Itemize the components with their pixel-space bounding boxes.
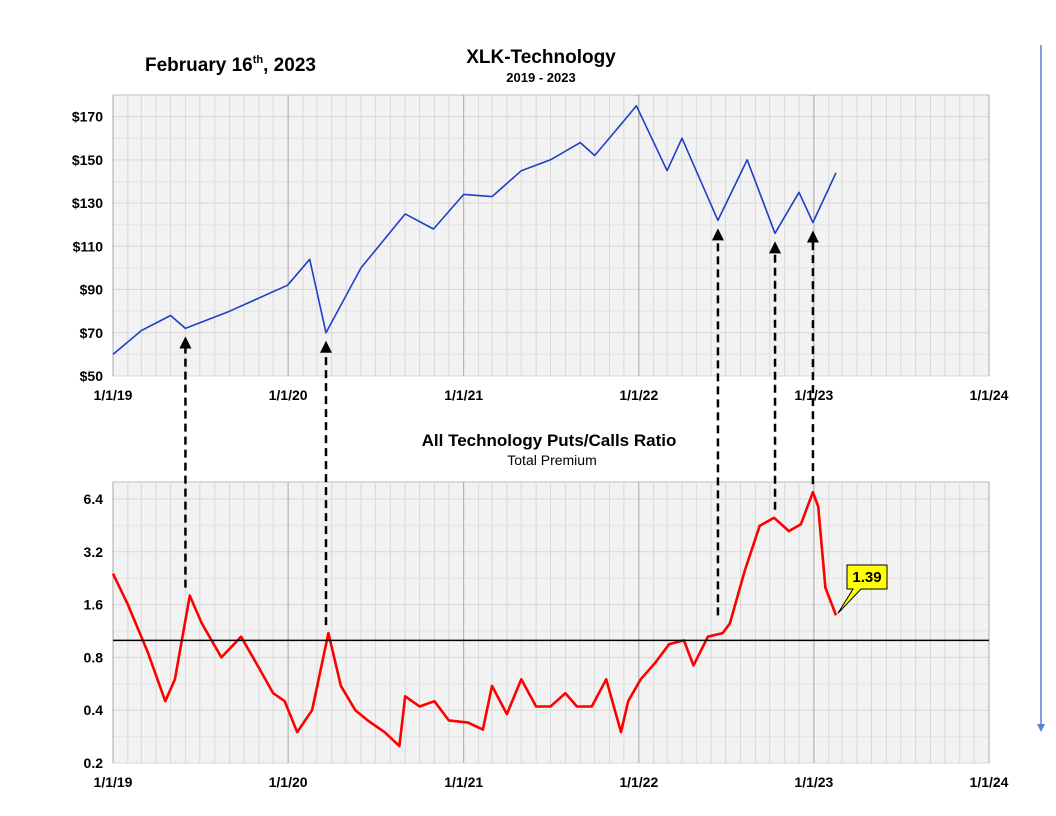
x-tick-label: 1/1/24 xyxy=(970,774,1009,790)
y-tick-label: $130 xyxy=(72,195,103,211)
x-tick-label: 1/1/21 xyxy=(444,774,483,790)
ratio-plot: 0.2 0.4 0.8 1.6 3.2 6.4 1/1/19 1/1/20 1/1/21 1/1/… xyxy=(84,481,1009,790)
y-tick-label: 3.2 xyxy=(84,544,104,560)
y-tick-label: 0.4 xyxy=(84,702,104,718)
connector-arrows xyxy=(179,228,819,626)
ratio-line xyxy=(111,490,838,748)
y-tick-label: 0.8 xyxy=(84,649,104,665)
y-tick-label: 0.2 xyxy=(84,755,104,771)
value-callout: 1.39 xyxy=(837,564,888,614)
ratio-subtitle: Total Premium xyxy=(507,452,596,468)
x-tick-label: 1/1/22 xyxy=(619,387,658,403)
x-tick-label: 1/1/19 xyxy=(94,774,133,790)
x-tick-label: 1/1/24 xyxy=(970,387,1009,403)
ratio-title: All Technology Puts/Calls Ratio xyxy=(422,431,677,450)
y-tick-label: $70 xyxy=(80,325,104,341)
y-tick-label: 1.6 xyxy=(84,597,104,613)
x-tick-label: 1/1/20 xyxy=(269,774,308,790)
x-tick-label: 1/1/19 xyxy=(94,387,133,403)
y-tick-label: $150 xyxy=(72,152,103,168)
chart-subtitle: 2019 - 2023 xyxy=(506,70,575,85)
y-tick-label: $170 xyxy=(72,109,103,125)
y-tick-label: 6.4 xyxy=(84,491,104,507)
x-tick-label: 1/1/21 xyxy=(444,387,483,403)
x-tick-label: 1/1/22 xyxy=(619,774,658,790)
date-label: February 16th, 2023 xyxy=(145,54,316,76)
price-line xyxy=(112,105,837,356)
price-plot: $50 $70 $90 $110 $130 $150 $170 1/1/19 1/1/20 1/1… xyxy=(72,94,1009,403)
chart-title: XLK-Technology xyxy=(466,47,616,68)
x-tick-label: 1/1/23 xyxy=(794,387,833,403)
x-tick-label: 1/1/23 xyxy=(794,774,833,790)
y-tick-label: $110 xyxy=(73,238,104,254)
y-tick-label: $50 xyxy=(80,368,104,384)
callout-box xyxy=(837,564,888,614)
x-tick-label: 1/1/20 xyxy=(269,387,308,403)
callout-value: 1.39 xyxy=(852,569,881,586)
y-tick-label: $90 xyxy=(80,282,104,298)
